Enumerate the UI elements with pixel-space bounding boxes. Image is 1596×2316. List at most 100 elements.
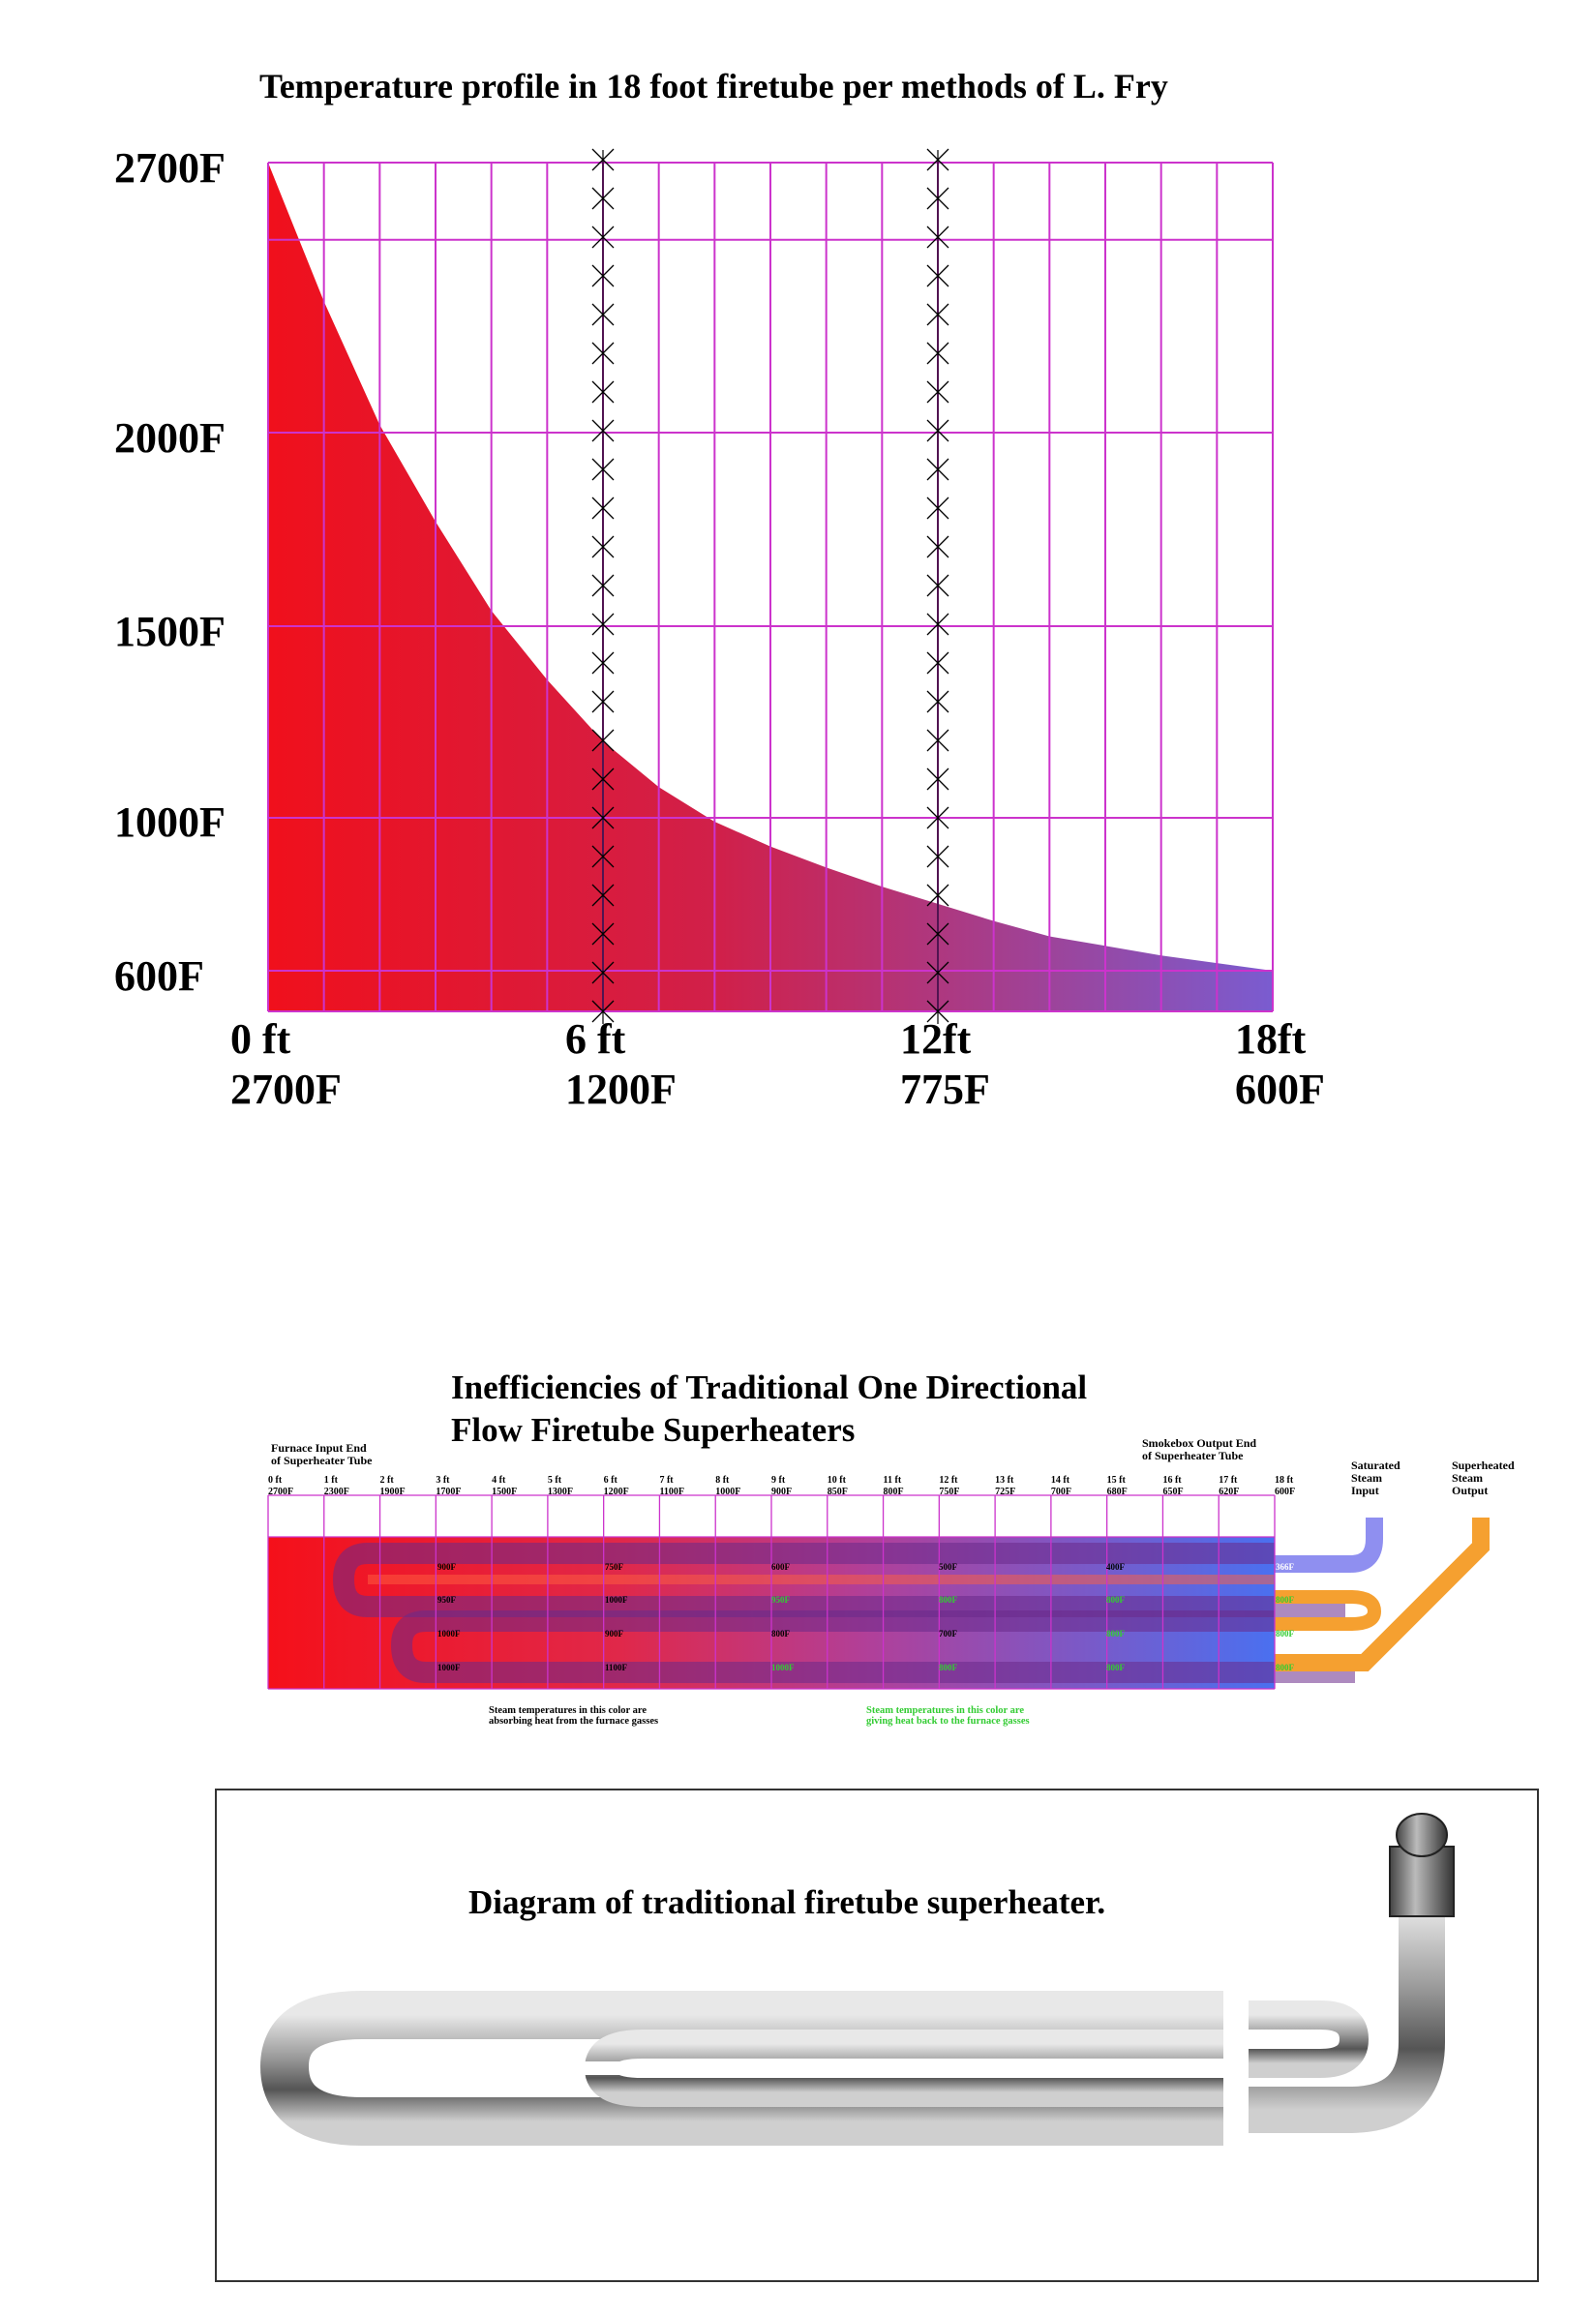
steam-temp-label: 900F	[605, 1629, 623, 1639]
right-u-segment	[1249, 2000, 1370, 2078]
saturated-steam-label: Saturated Steam Input	[1351, 1459, 1400, 1497]
steam-temp-label: 750F	[605, 1562, 623, 1572]
y-tick-label: 2000F	[114, 414, 226, 462]
superheater-photo-frame: Diagram of traditional firetube superhea…	[215, 1789, 1539, 2282]
position-ft: 18 ft	[1275, 1475, 1294, 1486]
marker-x	[591, 884, 615, 907]
marker-x	[926, 729, 949, 752]
steam-temp-label: 366F	[1276, 1562, 1294, 1572]
position-label: 14 ft 700F	[1051, 1475, 1071, 1498]
photo-title: Diagram of traditional firetube superhea…	[468, 1883, 1106, 1921]
marker-x	[926, 574, 949, 597]
marker-x	[926, 303, 949, 326]
position-label: 10 ft 850F	[828, 1475, 848, 1498]
x-label-ft: 12ft	[900, 1015, 972, 1063]
marker-x	[591, 148, 615, 171]
marker-x	[591, 651, 615, 675]
position-label: 5 ft 1300F	[548, 1475, 573, 1498]
steam-temp-label: 1000F	[437, 1663, 461, 1672]
marker-x	[926, 535, 949, 558]
temperature-chart	[267, 148, 1274, 1024]
marker-x	[591, 845, 615, 868]
steam-temp-label: 600F	[771, 1562, 790, 1572]
legend-giving: Steam temperatures in this color are giv…	[866, 1705, 1030, 1727]
position-label: 2 ft 1900F	[380, 1475, 406, 1498]
y-tick-label: 1500F	[114, 608, 226, 655]
marker-x	[591, 806, 615, 829]
marker-x	[591, 419, 615, 442]
position-temp: 1900F	[379, 1487, 406, 1497]
steam-tube-outer-loop	[332, 1543, 1345, 1617]
furnace-end-label: Furnace Input End of Superheater Tube	[271, 1441, 373, 1467]
position-ft: 6 ft	[603, 1475, 617, 1486]
coupling-nut	[1389, 1846, 1455, 1917]
marker-x	[591, 458, 615, 481]
diagram-title-line: Inefficiencies of Traditional One Direct…	[451, 1369, 1088, 1406]
marker-x	[926, 342, 949, 365]
position-ft: 7 ft	[659, 1475, 674, 1486]
position-ft: 1 ft	[323, 1475, 338, 1486]
steam-temp-label: 950F	[437, 1595, 456, 1605]
x-label-temp: 775F	[900, 1066, 990, 1113]
position-ft: 5 ft	[547, 1475, 562, 1486]
x-label-6: 6 ft 1200F	[565, 1014, 677, 1115]
marker-x	[926, 226, 949, 249]
x-label-ft: 6 ft	[565, 1015, 626, 1063]
position-temp: 2700F	[268, 1487, 294, 1497]
steam-temp-label: 800F	[1276, 1629, 1294, 1639]
marker-x	[591, 264, 615, 287]
marker-x	[926, 767, 949, 791]
position-ft: 17 ft	[1219, 1475, 1238, 1486]
position-temp: 725F	[995, 1487, 1016, 1497]
position-ft: 13 ft	[995, 1475, 1014, 1486]
position-label: 1 ft 2300F	[324, 1475, 349, 1498]
marker-x	[591, 690, 615, 713]
position-temp: 1500F	[492, 1487, 518, 1497]
position-temp: 650F	[1162, 1487, 1184, 1497]
position-ft: 16 ft	[1162, 1475, 1182, 1486]
steam-temp-label: 800F	[1106, 1663, 1125, 1672]
steam-temp-label: 900F	[437, 1562, 456, 1572]
superheated-output-pipe	[1275, 1518, 1490, 1671]
x-label-temp: 600F	[1235, 1066, 1325, 1113]
marker-x	[926, 884, 949, 907]
position-temp: 850F	[827, 1487, 848, 1497]
marker-x	[926, 419, 949, 442]
x-label-0: 0 ft 2700F	[230, 1014, 342, 1115]
position-ft: 12 ft	[939, 1475, 958, 1486]
position-label: 7 ft 1100F	[659, 1475, 684, 1498]
marker-x	[591, 535, 615, 558]
steam-temp-label: 800F	[771, 1629, 790, 1639]
steam-temp-label: 800F	[939, 1595, 957, 1605]
marker-x	[591, 380, 615, 404]
steam-temp-label: 500F	[939, 1562, 957, 1572]
position-label: 13 ft 725F	[995, 1475, 1015, 1498]
steam-temp-label: 1000F	[437, 1629, 461, 1639]
saturated-input-pipe	[1275, 1518, 1383, 1573]
position-temp: 1300F	[547, 1487, 573, 1497]
superheated-steam-label: Superheated Steam Output	[1452, 1459, 1515, 1497]
position-temp: 1100F	[659, 1487, 684, 1497]
position-temp: 1000F	[715, 1487, 741, 1497]
pipe-break-gap	[1223, 1984, 1245, 2149]
position-temp: 800F	[883, 1487, 904, 1497]
marker-x	[926, 264, 949, 287]
position-label: 18 ft 600F	[1275, 1475, 1295, 1498]
position-label: 0 ft 2700F	[268, 1475, 293, 1498]
outer-u-bend	[259, 1991, 1229, 2146]
diagram-title: Inefficiencies of Traditional One Direct…	[451, 1367, 1087, 1452]
position-ft: 3 ft	[436, 1475, 450, 1486]
position-ft: 10 ft	[827, 1475, 846, 1486]
position-label: 3 ft 1700F	[436, 1475, 461, 1498]
x-label-ft: 18ft	[1235, 1015, 1307, 1063]
marker-x	[926, 690, 949, 713]
marker-x	[926, 651, 949, 675]
marker-x	[591, 767, 615, 791]
steam-temp-label: 1100F	[605, 1663, 628, 1672]
marker-x	[926, 148, 949, 171]
marker-x	[926, 922, 949, 946]
marker-x	[926, 496, 949, 520]
steam-temp-label: 400F	[1106, 1562, 1125, 1572]
marker-x	[926, 187, 949, 210]
position-ft: 0 ft	[268, 1475, 283, 1486]
